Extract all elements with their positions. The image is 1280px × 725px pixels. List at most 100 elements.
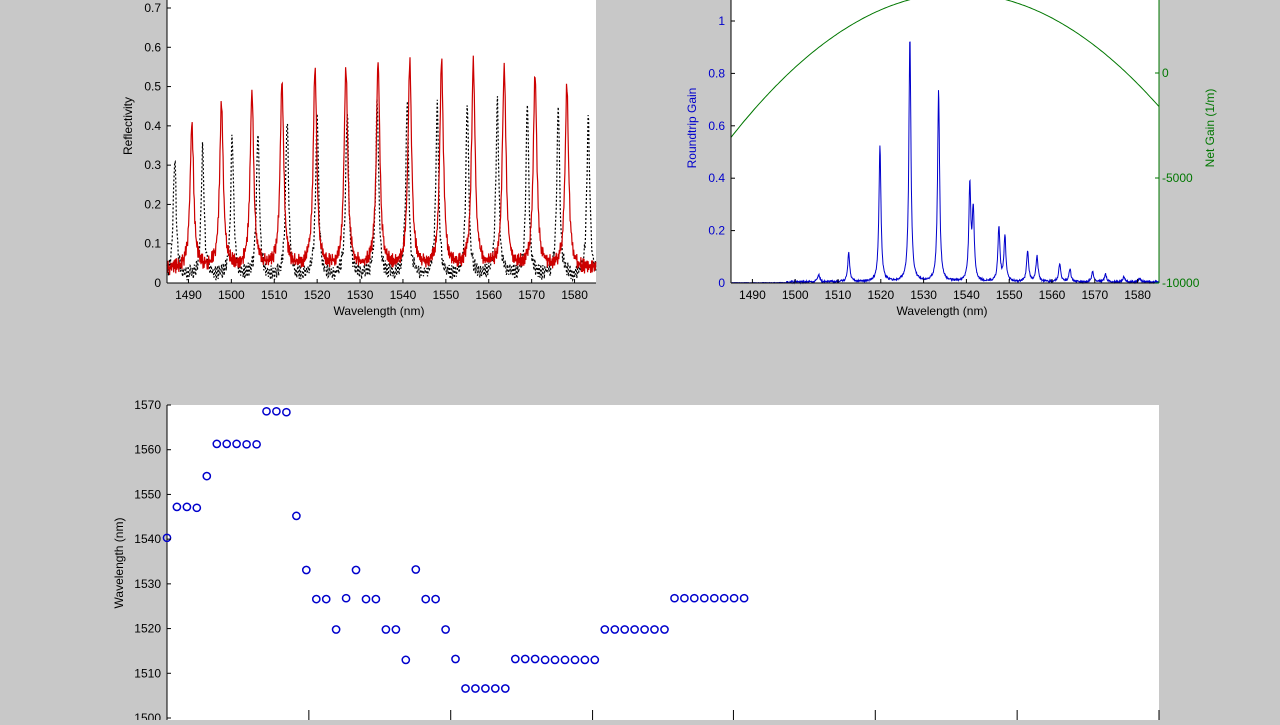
mode-point bbox=[719, 593, 729, 603]
gain-left-y-tick-label: 1 bbox=[718, 14, 725, 28]
mode-point bbox=[510, 654, 520, 664]
gain-x-tick-label: 1500 bbox=[782, 288, 809, 302]
gain-x-ticks: 1490 1500 1510 1520 1530 1540 1550 1560 1570 1580 bbox=[739, 279, 1151, 302]
mode-point bbox=[600, 625, 610, 634]
gain-x-label: Wavelength (nm) bbox=[897, 304, 988, 318]
mode-point bbox=[381, 625, 391, 634]
net-gain-line bbox=[730, 0, 1160, 138]
mode-y-tick-label: 1550 bbox=[134, 487, 161, 501]
reflectivity-x-tick-label: 1550 bbox=[432, 288, 459, 302]
gain-left-y-tick-label: 0.6 bbox=[708, 119, 725, 133]
mode-point bbox=[580, 655, 590, 665]
gain-series-group bbox=[730, 0, 1160, 285]
mode-point bbox=[550, 655, 560, 665]
mode-y-tick-label: 1560 bbox=[134, 443, 161, 457]
gain-left-y-tick-label: 0.4 bbox=[708, 171, 725, 185]
reflectivity-series-1 bbox=[166, 55, 597, 276]
gain-x-tick-label: 1560 bbox=[1039, 288, 1066, 302]
mode-point bbox=[680, 593, 689, 603]
mode-point bbox=[371, 594, 381, 604]
gain-x-tick-label: 1540 bbox=[953, 288, 980, 302]
reflectivity-y-tick-label: 0.5 bbox=[144, 80, 161, 94]
gain-x-tick-label: 1490 bbox=[739, 288, 766, 302]
reflectivity-x-tick-label: 1500 bbox=[218, 288, 245, 302]
gain-left-y-tick-label: 0 bbox=[718, 276, 725, 290]
mode-point bbox=[411, 565, 421, 574]
gain-left-y-tick-label: 0.8 bbox=[708, 66, 725, 80]
gain-right-y-tick-label: 0 bbox=[1162, 66, 1169, 80]
mode-point bbox=[331, 625, 341, 634]
reflectivity-y-tick-label: 0.7 bbox=[144, 1, 161, 15]
mode-point bbox=[590, 655, 600, 665]
mode-point bbox=[172, 502, 182, 512]
mode-point bbox=[361, 594, 371, 604]
reflectivity-x-tick-label: 1540 bbox=[390, 288, 417, 302]
mode-point bbox=[500, 684, 510, 693]
reflectivity-y-tick-label: 0.6 bbox=[144, 40, 161, 54]
roundtrip-gain-line bbox=[730, 41, 1160, 285]
mode-point bbox=[610, 625, 620, 634]
reflectivity-x-tick-label: 1570 bbox=[518, 288, 545, 302]
gain-axes: 1490 1500 1510 1520 1530 1540 1550 1560 1570 1580… bbox=[685, 0, 1217, 318]
mode-point bbox=[242, 439, 251, 449]
reflectivity-y-tick-label: 0.4 bbox=[144, 119, 161, 133]
mode-plot-area bbox=[167, 405, 1159, 725]
reflectivity-y-tick-label: 0.2 bbox=[144, 197, 161, 211]
mode-point bbox=[620, 625, 630, 634]
gain-left-y-tick-label: 0.2 bbox=[708, 224, 725, 238]
mode-point bbox=[640, 625, 649, 634]
gain-x-tick-label: 1570 bbox=[1081, 288, 1108, 302]
mode-point bbox=[311, 594, 321, 604]
mode-point bbox=[670, 593, 679, 603]
mode-point bbox=[540, 655, 550, 665]
mode-point bbox=[490, 684, 500, 693]
mode-point bbox=[451, 654, 460, 664]
gain-right-y-tick-label: -5000 bbox=[1162, 171, 1193, 185]
mode-point bbox=[341, 593, 351, 603]
mode-point bbox=[252, 439, 261, 449]
mode-point bbox=[391, 625, 401, 634]
reflectivity-series-group bbox=[166, 55, 597, 283]
mode-point bbox=[699, 593, 709, 603]
mode-point bbox=[441, 625, 450, 634]
gain-x-tick-label: 1520 bbox=[867, 288, 894, 302]
mode-point bbox=[262, 406, 271, 416]
mode-axes: 1500 1510 1520 1530 1540 1550 1560 1570 Wavelen… bbox=[112, 398, 1160, 725]
mode-y-label: Wavelength (nm) bbox=[112, 518, 126, 609]
reflectivity-x-tick-label: 1490 bbox=[175, 288, 202, 302]
reflectivity-axes: 1490 1500 1510 1520 1530 1540 1550 1560 1570 1580… bbox=[121, 0, 597, 318]
reflectivity-y-ticks: 0 0.1 0.2 0.3 0.4 0.5 0.6 0.7 bbox=[144, 1, 171, 290]
mode-point bbox=[630, 625, 639, 634]
reflectivity-y-tick-label: 0.1 bbox=[144, 237, 161, 251]
reflectivity-x-tick-label: 1560 bbox=[475, 288, 502, 302]
mode-y-tick-label: 1530 bbox=[134, 577, 161, 591]
mode-y-ticks: 1500 1510 1520 1530 1540 1550 1560 1570 bbox=[134, 398, 171, 725]
mode-point bbox=[212, 439, 222, 449]
mode-point bbox=[301, 565, 311, 575]
reflectivity-y-label: Reflectivity bbox=[121, 97, 135, 155]
mode-point bbox=[232, 439, 241, 449]
gain-x-tick-label: 1580 bbox=[1124, 288, 1151, 302]
mode-point bbox=[660, 625, 669, 634]
mode-series-group bbox=[162, 406, 749, 693]
gain-plot-area bbox=[731, 0, 1159, 283]
gain-right-y-tick-label: -10000 bbox=[1162, 276, 1200, 290]
mode-point bbox=[421, 594, 431, 604]
mode-point bbox=[182, 502, 192, 512]
mode-point bbox=[292, 511, 301, 521]
reflectivity-y-tick-label: 0 bbox=[154, 276, 161, 290]
mode-point bbox=[739, 593, 749, 603]
mode-point bbox=[481, 684, 490, 693]
gain-x-tick-label: 1530 bbox=[910, 288, 937, 302]
mode-point bbox=[520, 654, 530, 664]
reflectivity-x-ticks: 1490 1500 1510 1520 1530 1540 1550 1560 1570 1580 bbox=[175, 279, 588, 302]
mode-point bbox=[530, 654, 540, 664]
reflectivity-x-tick-label: 1510 bbox=[261, 288, 288, 302]
mode-point bbox=[351, 565, 361, 575]
mode-point bbox=[729, 593, 739, 603]
mode-point bbox=[401, 655, 411, 665]
mode-point bbox=[222, 439, 232, 449]
gain-x-tick-label: 1550 bbox=[996, 288, 1023, 302]
gain-left-y-ticks: 0 0.2 0.4 0.6 0.8 1 bbox=[708, 14, 735, 290]
